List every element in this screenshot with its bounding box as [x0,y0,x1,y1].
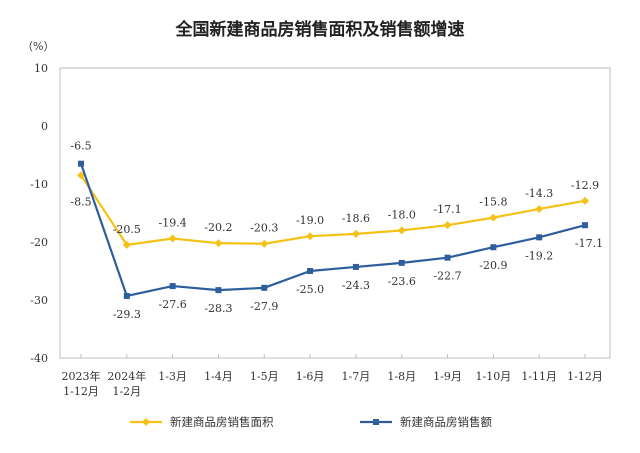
legend-label: 新建商品房销售额 [400,415,492,429]
y-tick-label: 10 [34,62,48,75]
area-data-label: -20.3 [250,222,278,235]
area-data-label: -14.3 [525,187,553,200]
y-axis-unit: （%） [22,40,54,53]
series-1-point [489,213,498,222]
sales-data-label: -20.9 [479,259,507,272]
series-2-point [444,254,451,261]
legend-label: 新建商品房销售面积 [170,415,274,429]
x-tick-label: 1-9月 [433,370,462,383]
y-tick-label: -40 [30,352,48,365]
series-2-point [307,268,314,274]
sales-data-label: -24.3 [342,279,370,292]
x-tick-label: 1-12月 [567,370,603,383]
series-1-point [122,240,131,249]
y-tick-label: -10 [30,178,48,191]
sales-data-label: -27.6 [159,298,187,311]
sales-data-label: -23.6 [388,275,416,288]
series-1-point [260,239,269,248]
x-tick-label: 1-4月 [204,370,233,383]
series-2-point [398,259,405,266]
series-2-point [352,263,359,270]
area-data-label: -19.0 [296,214,324,227]
sales-data-label: -22.7 [433,270,461,283]
sales-data-label: -19.2 [525,249,553,262]
x-tick-label: 1-2月 [112,385,141,398]
sales-data-label: -17.1 [575,237,603,250]
x-axis: 2023年 1-12月 2024年 1-2月 1-3月 1-4月 1-5月 1-6月 1-7月 1… [62,354,603,398]
series-2-point [536,234,543,241]
series-layer [77,160,589,299]
series-2-point [490,244,497,251]
series-1-point [581,196,589,205]
area-data-label: -20.2 [204,221,232,234]
series-1-point [535,204,544,213]
legend: 新建商品房销售面积 新建商品房销售额 [130,415,492,429]
series-2-point [169,283,176,290]
x-tick-label: 1-12月 [63,385,99,398]
x-tick-label: 1-8月 [387,370,416,383]
series-1-point [306,232,315,241]
series-1-point [443,221,452,230]
x-tick-label: 1-11月 [521,370,557,383]
area-data-label: -8.5 [70,195,91,208]
x-tick-label: 2023年 [62,369,101,383]
area-data-label: -18.0 [388,208,416,221]
y-tick-label: -30 [30,294,48,307]
series-line-2 [79,163,586,298]
x-tick-label: 1-5月 [250,370,279,383]
chart-title: 全国新建商品房销售面积及销售额增速 [175,19,465,40]
y-tick-label: 0 [41,120,48,133]
series-1-point [77,171,85,180]
sales-data-label: -6.5 [70,140,91,153]
y-axis: 10 0 -10 -20 -30 -40 [30,62,48,365]
x-tick-label: 1-3月 [158,370,187,383]
area-data-label: -15.8 [479,196,507,209]
area-data-label: -18.6 [342,212,370,225]
sales-data-label: -29.3 [113,308,141,321]
area-data-label: -12.9 [571,179,599,192]
series-2-point [215,287,222,294]
x-tick-label: 2024年 [107,369,146,383]
plot-frame [59,67,611,359]
series-2-point [261,284,268,291]
series-1-point [351,229,360,238]
series-2-point [123,292,130,299]
y-tick-label: -20 [30,236,48,249]
series-line-1 [80,174,586,246]
series-1-point [214,239,223,248]
x-tick-label: 1-10月 [476,370,512,383]
series-2-point [582,222,588,229]
area-data-label: -20.5 [113,223,141,236]
sales-data-label: -25.0 [296,283,324,296]
sales-data-label: -28.3 [204,302,232,315]
data-labels: -8.5 -6.5 -20.5 -29.3 -19.4 -27.6 -20.2 -28.3 -2… [70,140,603,321]
area-data-label: -19.4 [159,217,187,230]
series-1-point [397,226,406,235]
legend-swatch-marker [142,418,150,426]
legend-swatch-marker [373,419,379,425]
sales-data-label: -27.9 [250,300,278,313]
x-tick-label: 1-7月 [342,370,371,383]
area-data-label: -17.1 [433,203,461,216]
x-tick-label: 1-6月 [296,370,325,383]
series-1-point [168,234,177,243]
series-2-point [78,160,84,167]
